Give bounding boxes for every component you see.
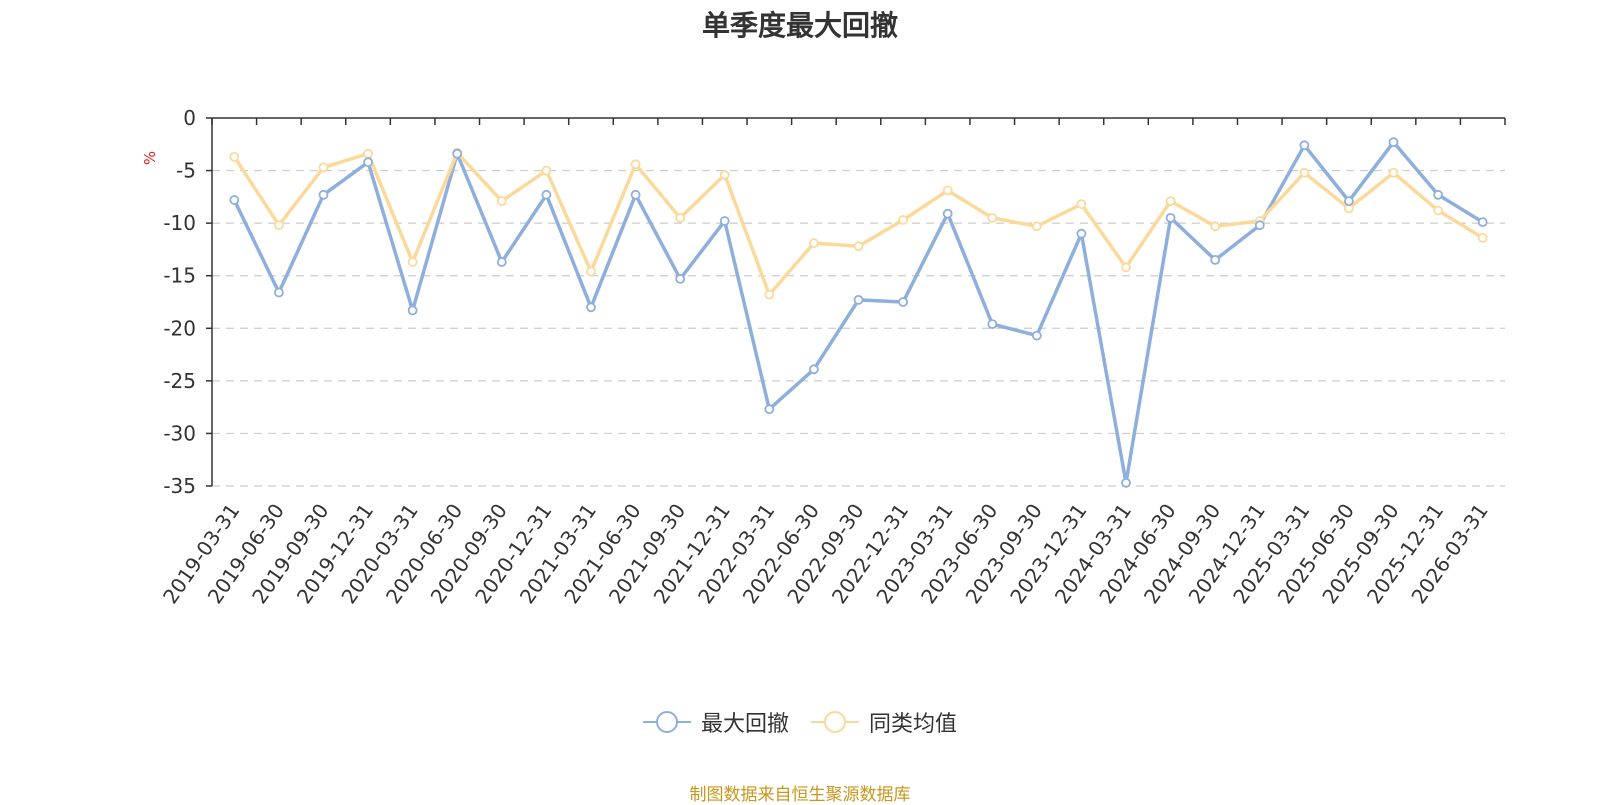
data-point-peer-average: [273, 220, 284, 231]
data-point-peer-average: [675, 212, 686, 223]
data-point-peer-average: [1165, 196, 1176, 207]
data-point-max-drawdown: [1344, 196, 1354, 207]
data-point-max-drawdown: [630, 189, 641, 200]
data-point-max-drawdown: [1031, 330, 1042, 341]
data-point-peer-average: [1031, 221, 1042, 232]
data-point-max-drawdown: [1076, 228, 1087, 239]
data-point-peer-average: [987, 212, 998, 223]
data-point-max-drawdown: [407, 305, 418, 316]
data-point-max-drawdown: [942, 208, 953, 219]
data-point-max-drawdown: [452, 148, 463, 159]
data-point-max-drawdown: [1388, 137, 1399, 148]
legend-label-max-drawdown: 最大回撤: [700, 712, 789, 737]
data-point-peer-average: [1076, 199, 1087, 210]
data-point-peer-average: [496, 196, 507, 207]
data-point-max-drawdown: [586, 302, 596, 313]
y-tick-label: -30: [163, 421, 196, 445]
data-point-peer-average: [719, 169, 730, 180]
data-points: [229, 137, 1488, 488]
legend-label-peer-average: 同类均值: [869, 712, 958, 737]
chart-title: 单季度最大回撤: [701, 9, 898, 42]
series-lines: [232, 140, 1484, 485]
data-point-peer-average: [1477, 232, 1488, 243]
data-point-peer-average: [541, 165, 552, 176]
data-point-max-drawdown: [764, 404, 775, 415]
data-point-peer-average: [318, 162, 329, 173]
data-point-max-drawdown: [1477, 217, 1488, 228]
data-point-peer-average: [630, 159, 641, 170]
grid-lines: [212, 169, 1505, 487]
y-tick-label: -15: [163, 264, 196, 288]
data-point-peer-average: [1210, 221, 1221, 232]
data-point-max-drawdown: [719, 216, 730, 226]
y-tick-label: 0: [183, 106, 196, 130]
data-point-peer-average: [809, 238, 819, 249]
data-point-peer-average: [764, 289, 775, 300]
axes: [206, 117, 1506, 487]
y-axis-unit-label: %: [141, 151, 159, 165]
data-point-max-drawdown: [898, 297, 908, 307]
data-point-max-drawdown: [541, 189, 552, 200]
data-point-peer-average: [1388, 167, 1399, 178]
data-point-max-drawdown: [318, 189, 329, 200]
data-point-max-drawdown: [1433, 189, 1443, 200]
y-tick-label: -25: [163, 369, 196, 393]
data-point-max-drawdown: [675, 273, 686, 284]
y-tick-label: -20: [163, 316, 196, 340]
data-point-peer-average: [1121, 262, 1131, 273]
y-tick-label: -5: [176, 159, 196, 183]
y-tick-label: -35: [163, 474, 196, 498]
data-point-peer-average: [898, 215, 908, 225]
data-point-max-drawdown: [1121, 477, 1131, 488]
legend-marker-max-drawdown: [642, 711, 691, 733]
data-point-max-drawdown: [1210, 254, 1221, 265]
data-point-peer-average: [229, 151, 240, 162]
series-line-max-drawdown: [232, 140, 1484, 485]
legend: 最大回撤 同类均值: [0, 706, 1600, 738]
data-point-max-drawdown: [363, 157, 374, 168]
data-point-peer-average: [363, 148, 374, 159]
data-point-peer-average: [407, 257, 418, 267]
data-point-max-drawdown: [853, 294, 864, 305]
data-point-max-drawdown: [987, 319, 998, 330]
legend-item-max-drawdown[interactable]: 最大回撤: [642, 706, 789, 738]
data-point-max-drawdown: [273, 287, 284, 298]
data-point-peer-average: [1299, 167, 1310, 178]
data-point-peer-average: [942, 185, 953, 196]
data-point-max-drawdown: [496, 257, 507, 267]
data-point-max-drawdown: [1299, 140, 1310, 151]
data-source-note: 制图数据来自恒生聚源数据库: [689, 785, 911, 805]
y-tick-label: -10: [163, 211, 196, 235]
data-point-max-drawdown: [229, 195, 240, 205]
data-point-max-drawdown: [1165, 212, 1176, 223]
legend-marker-peer-average: [811, 711, 859, 733]
data-point-peer-average: [853, 241, 864, 252]
legend-item-peer-average[interactable]: 同类均值: [811, 706, 957, 738]
data-point-peer-average: [586, 266, 596, 277]
data-point-max-drawdown: [1254, 220, 1265, 231]
data-point-peer-average: [1433, 205, 1443, 216]
data-point-max-drawdown: [809, 364, 819, 375]
